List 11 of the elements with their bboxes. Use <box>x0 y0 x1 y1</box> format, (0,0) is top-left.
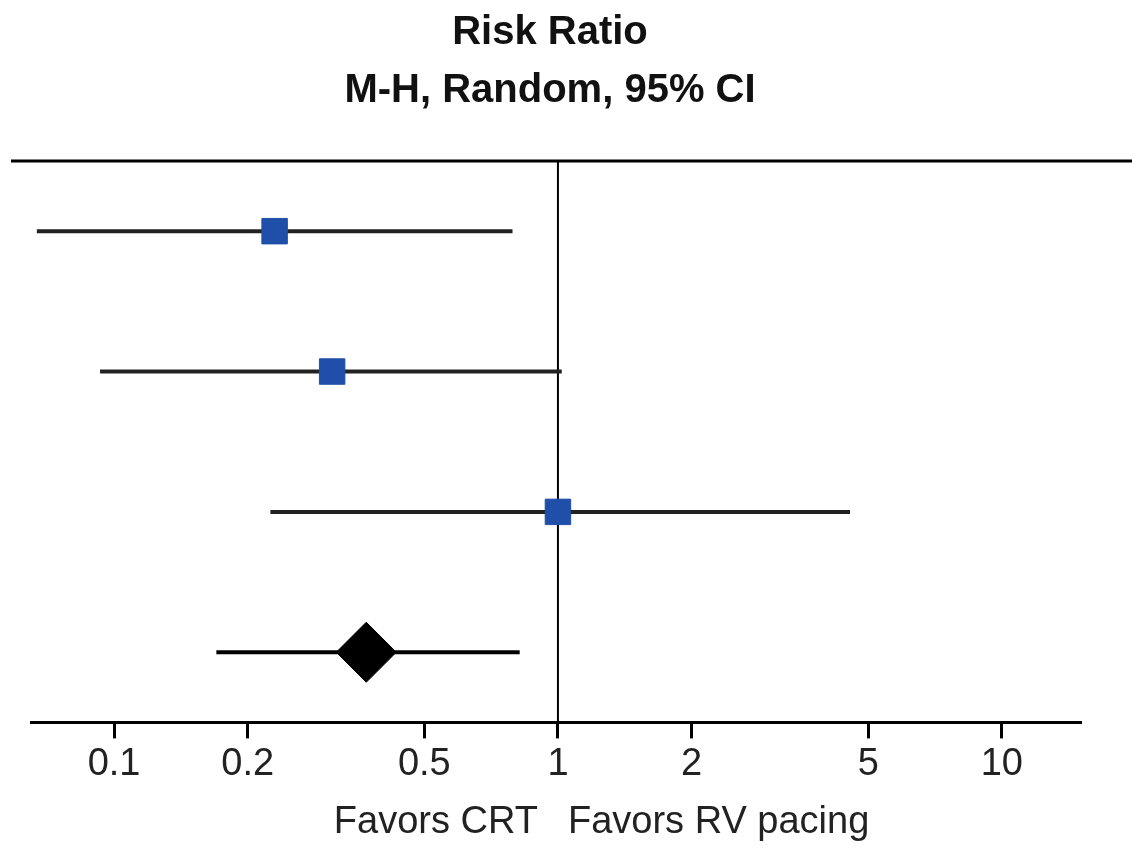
x-tick-label: 1 <box>547 740 569 783</box>
x-tick-label: 0.1 <box>87 740 141 783</box>
x-tick-label: 2 <box>681 740 703 783</box>
chart-subtitle: M-H, Random, 95% CI <box>343 66 757 111</box>
x-tick-label: 5 <box>857 740 879 783</box>
x-tick-label: 10 <box>980 740 1023 783</box>
x-tick-label: 0.2 <box>221 740 275 783</box>
x-tick-label: 0.5 <box>397 740 451 783</box>
text: Favors RV pacing <box>567 799 870 842</box>
chart-title: Risk Ratio <box>451 8 649 53</box>
text: Favors CRT <box>333 799 538 842</box>
